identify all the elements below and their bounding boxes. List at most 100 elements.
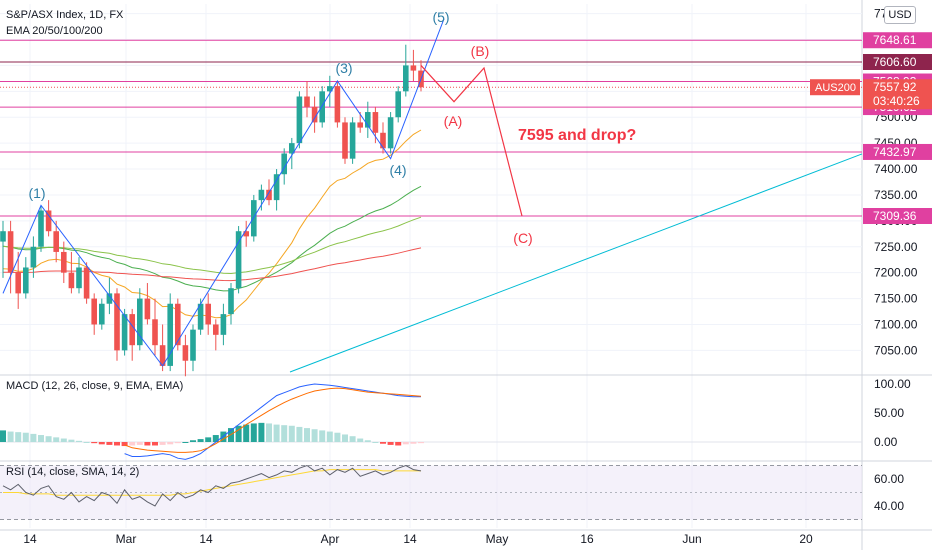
macd-histogram-bar [296,426,303,442]
macd-histogram-bar [129,442,136,446]
macd-histogram-bar [114,442,120,446]
macd-histogram-bar [167,442,174,445]
candle-body [380,132,386,149]
candle-body [311,106,318,123]
macd-histogram-bar [45,436,52,442]
corrective-wave-path [420,65,523,217]
candle-body [76,267,82,289]
macd-histogram-bar [53,437,60,442]
price-level-label: 7648.61 [873,33,917,47]
candle-body [251,200,257,237]
macd-histogram-bar [304,428,310,442]
macd-histogram-bar [380,442,386,444]
y-tick-label: 7400.00 [874,162,918,176]
macd-histogram-bar [190,440,196,442]
candle-body [372,112,379,133]
trend-line [289,153,863,373]
candle-body [342,122,348,159]
currency-button[interactable]: USD [884,6,916,24]
y-tick-label: 7200.00 [874,266,918,280]
price-level-tag [863,54,932,70]
candle-body [395,91,401,118]
rsi-line [2,464,422,507]
annotation-text: 7595 and drop? [518,127,636,144]
candle-body [68,272,75,289]
macd-histogram-bar [281,425,288,442]
macd-histogram-bar [311,429,318,442]
macd-histogram-bar [136,442,143,445]
macd-histogram-bar [30,433,37,442]
macd-y-tick: 50.00 [874,406,904,420]
ema-100-line [2,216,422,275]
candle-body [137,298,143,346]
macd-histogram-bar [159,442,166,445]
price-level-tag [863,143,932,160]
macd-histogram-bar [174,442,181,444]
macd-histogram-bar [364,440,371,442]
macd-histogram-bar [212,435,219,442]
candle-body [281,153,287,175]
candle-body [167,303,173,366]
candle-body [365,112,371,128]
macd-histogram-bar [182,442,189,443]
candle-body [30,246,37,268]
candle-body [106,293,113,304]
candle-body [129,314,135,346]
y-tick-label: 7150.00 [874,292,918,306]
candle-body [91,298,97,325]
candle-body [205,303,211,325]
symbol-tag-label: AUS200 [815,82,856,94]
y-tick-label: 7100.00 [874,317,918,331]
macd-histogram-bar [76,440,82,442]
candle-body [319,91,325,123]
macd-histogram-bar [410,442,417,444]
candle-body [387,117,394,149]
macd-histogram-bar [7,431,14,442]
candle-body [273,174,280,201]
x-tick-label: May [486,532,509,546]
candle-body [327,86,333,92]
candle-body [213,324,219,335]
candle-body [0,231,6,242]
macd-histogram-bar [106,442,113,445]
macd-histogram-bar [334,432,341,442]
candle-body [228,288,234,315]
candle-body [258,189,265,201]
macd-y-tick: 100.00 [874,377,911,391]
rsi-legend: RSI (14, close, SMA, 14, 2) [6,466,140,478]
x-tick-label: 14 [199,532,213,546]
ema-50-line [2,185,422,292]
macd-histogram-bar [22,432,29,442]
candle-body [357,122,363,128]
candle-body [53,231,59,252]
y-tick-label: 7250.00 [874,240,918,254]
macd-histogram-bar [15,432,22,442]
wave-label-red: (C) [513,230,532,246]
candle-body [175,303,181,346]
candle-body [266,189,272,201]
macd-histogram-bar [273,424,280,442]
wave-label-red: (B) [471,43,490,59]
candle-body [121,314,128,351]
signal-line [124,387,422,453]
candle-body [7,231,14,273]
countdown-label: 03:40:26 [873,94,920,108]
candle-body [182,345,189,361]
price-level-tag [863,32,932,49]
candle-body [38,210,44,247]
macd-histogram-bar [418,442,424,444]
candle-body [235,231,242,289]
macd-histogram-bar [144,442,151,446]
x-tick-label: Jun [682,532,701,546]
ema-20-line [2,129,422,319]
candle-body [243,231,249,237]
wave-label-blue: (3) [335,60,352,76]
macd-histogram-bar [91,442,98,444]
candle-body [304,96,310,107]
impulse-wave-path [2,18,445,367]
current-price-tag [863,79,932,110]
macd-histogram-bar [197,439,204,442]
ema-legend: EMA 20/50/100/200 [6,25,103,37]
candle-body [410,65,417,71]
